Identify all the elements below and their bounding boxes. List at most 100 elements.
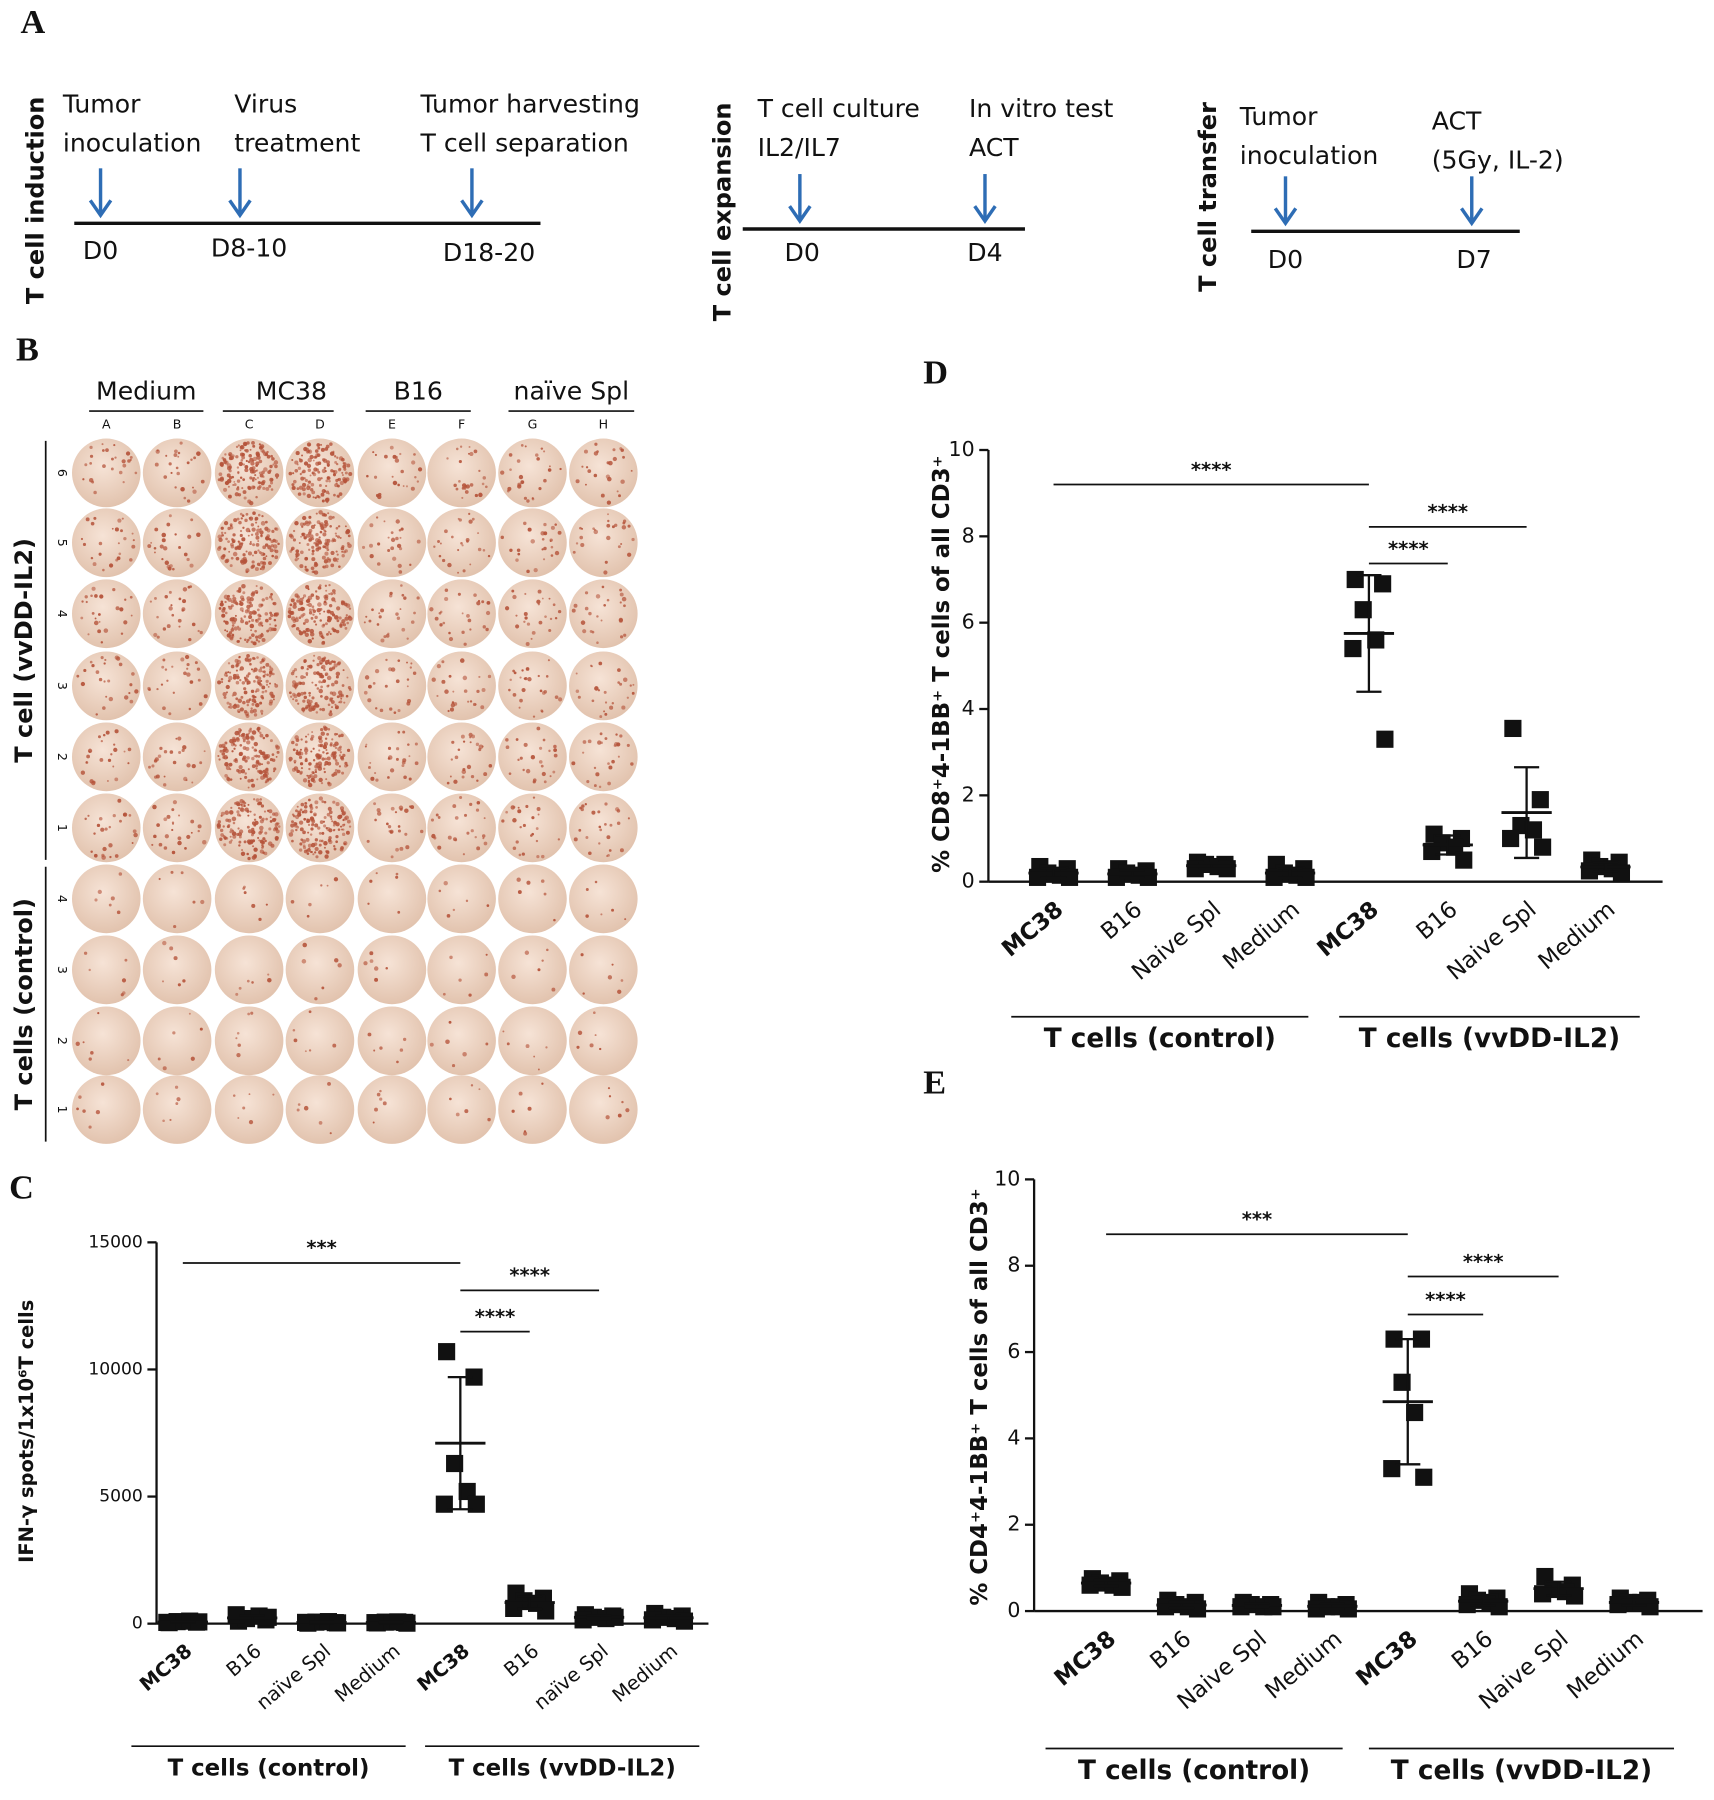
spot [313,496,315,498]
spot [538,487,541,490]
spot [237,640,240,643]
spot [249,1093,251,1095]
spot [535,453,538,456]
spot [178,836,182,840]
spot [323,656,326,659]
spot [308,762,312,766]
event-day: D0 [784,238,819,267]
spot [299,459,303,463]
spot [623,604,626,607]
spot [327,620,329,622]
spot [592,527,595,530]
spot [127,459,131,463]
spot [320,884,322,886]
spot [368,766,371,769]
spot [553,919,556,922]
spot [119,820,122,823]
spot [310,750,312,752]
spot [115,559,118,562]
spot [346,622,349,625]
spot [305,633,309,637]
spot [327,1082,331,1086]
spot [178,751,181,754]
well [427,723,496,792]
y-axis-label: % CD4⁺4-1BB⁺ T cells of all CD3⁺ [967,1188,993,1605]
spot [247,1013,250,1016]
spot [579,536,583,540]
spot [546,949,549,952]
spot [327,616,330,619]
spot [162,706,166,710]
spot [588,739,592,743]
spot [260,734,264,738]
spot [246,740,250,744]
spot [509,468,512,471]
well [358,508,427,577]
spot [261,697,264,700]
spot [342,811,346,815]
spot [341,772,344,775]
spot [530,539,534,543]
spot [318,546,321,549]
spot [324,816,327,819]
x-tick-label: Medium [1218,897,1305,976]
spot [258,831,262,835]
spot [534,568,538,572]
spot [197,668,200,671]
spot [97,824,100,827]
spot [300,809,303,812]
spot [254,551,258,555]
spot [336,733,338,735]
spot [224,742,227,745]
spot [501,819,504,822]
spot [605,561,608,564]
spot [309,611,312,614]
column-group-label: MC38 [256,377,327,406]
spot [243,442,247,446]
data-point [537,1602,554,1619]
spot [162,1119,165,1122]
spot [198,630,200,632]
spot [246,654,250,658]
row-group-label: T cell (vvDD-IL2) [10,538,38,763]
spot [482,483,485,486]
spot [250,469,254,473]
spot [463,569,466,572]
spot [581,953,584,956]
spot [238,541,240,543]
spot [308,516,311,519]
spot [542,598,544,600]
spot [257,837,259,839]
spot [262,476,264,478]
spot [224,629,226,631]
spot [558,531,562,535]
spot [94,621,99,626]
spot [590,1043,594,1047]
spot [477,532,479,534]
spot [576,673,578,675]
spot [128,692,130,694]
spot [154,528,158,532]
spot [476,690,479,693]
spot [452,691,454,693]
spot [338,701,340,703]
spot [233,518,237,522]
spot [458,749,461,752]
spot [312,472,314,474]
spot [291,820,294,823]
spot [345,471,348,474]
spot [248,729,251,732]
spot [227,473,231,477]
spot [601,494,605,498]
spot [305,479,308,482]
spot [344,603,348,607]
spot [365,745,367,747]
spot [444,881,448,885]
spot [311,705,315,709]
spot [294,521,298,525]
spot [227,825,230,828]
spot [395,811,397,813]
spot [483,549,486,552]
spot [221,527,224,530]
spot [605,701,607,703]
